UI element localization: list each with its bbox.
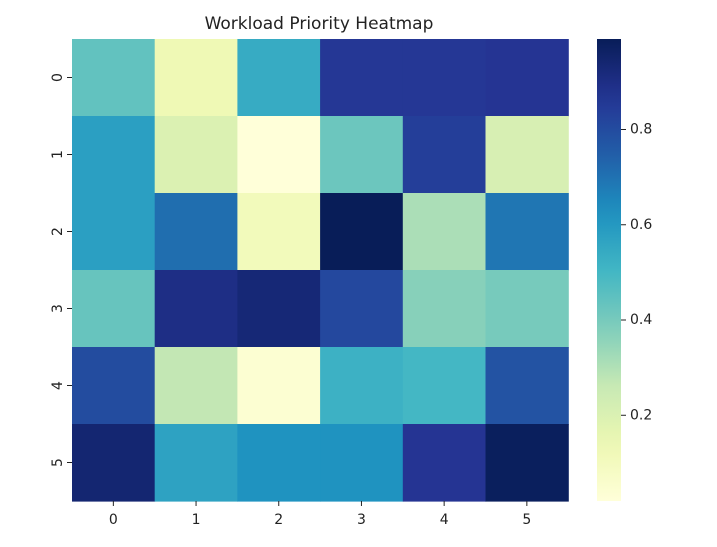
heatmap-cell-r3-c0	[72, 270, 156, 348]
y-tick-label: 0	[50, 73, 66, 82]
colorbar	[597, 39, 621, 501]
heatmap-cell-r4-c2	[237, 347, 321, 425]
heatmap-cell-r1-c0	[72, 116, 156, 194]
heatmap-cell-r3-c2	[237, 270, 321, 348]
heatmap-cell-r0-c5	[485, 39, 569, 117]
heatmap-cell-r5-c4	[402, 424, 487, 502]
heatmap-cell-r4-c5	[485, 347, 569, 425]
x-axis-ticks: 0 1 2 3 4 5	[109, 501, 531, 528]
x-tick-label: 1	[192, 512, 201, 528]
heatmap-cell-r4-c4	[402, 347, 487, 425]
colorbar-tick-label: 0.6	[630, 217, 652, 233]
y-tick-label: 1	[50, 150, 66, 159]
heatmap-cell-r2-c0	[72, 193, 156, 271]
x-tick-label: 0	[109, 512, 118, 528]
chart-title: Workload Priority Heatmap	[205, 14, 434, 34]
heatmap-cell-r1-c4	[402, 116, 487, 194]
heatmap-cell-r2-c3	[320, 193, 404, 271]
colorbar-tick-label: 0.8	[630, 121, 652, 137]
heatmap-cell-r4-c0	[72, 347, 156, 425]
heatmap-cell-r3-c3	[320, 270, 404, 348]
y-axis-ticks: 0 1 2 3 4 5	[50, 73, 72, 467]
heatmap-cell-r3-c5	[485, 270, 569, 348]
heatmap-cell-r4-c1	[154, 347, 238, 425]
colorbar-tick-label: 0.2	[630, 407, 652, 423]
heatmap-cell-r5-c1	[154, 424, 238, 502]
x-tick-label: 4	[440, 512, 449, 528]
heatmap-cell-r2-c5	[485, 193, 569, 271]
heatmap-cells	[72, 39, 569, 502]
colorbar-ticks: 0.2 0.4 0.6 0.8	[621, 121, 652, 423]
heatmap-cell-r5-c3	[320, 424, 404, 502]
x-tick-label: 2	[274, 512, 283, 528]
heatmap-cell-r0-c4	[402, 39, 487, 117]
heatmap-cell-r1-c5	[485, 116, 569, 194]
heatmap-cell-r0-c3	[320, 39, 404, 117]
heatmap-cell-r1-c2	[237, 116, 321, 194]
heatmap-cell-r0-c1	[154, 39, 238, 117]
heatmap-cell-r4-c3	[320, 347, 404, 425]
heatmap-cell-r5-c2	[237, 424, 321, 502]
colorbar-tick-label: 0.4	[630, 312, 652, 328]
heatmap-cell-r2-c4	[402, 193, 487, 271]
heatmap-cell-r1-c3	[320, 116, 404, 194]
x-tick-label: 5	[522, 512, 531, 528]
heatmap-cell-r2-c2	[237, 193, 321, 271]
y-tick-label: 5	[50, 458, 66, 467]
heatmap-cell-r5-c5	[485, 424, 569, 502]
heatmap-cell-r1-c1	[154, 116, 238, 194]
y-tick-label: 4	[50, 381, 66, 390]
heatmap-cell-r2-c1	[154, 193, 238, 271]
x-tick-label: 3	[357, 512, 366, 528]
heatmap-cell-r5-c0	[72, 424, 156, 502]
heatmap-cell-r3-c4	[402, 270, 487, 348]
y-tick-label: 3	[50, 304, 66, 313]
heatmap-cell-r0-c2	[237, 39, 321, 117]
heatmap-cell-r3-c1	[154, 270, 238, 348]
heatmap-cell-r0-c0	[72, 39, 156, 117]
y-tick-label: 2	[50, 227, 66, 236]
